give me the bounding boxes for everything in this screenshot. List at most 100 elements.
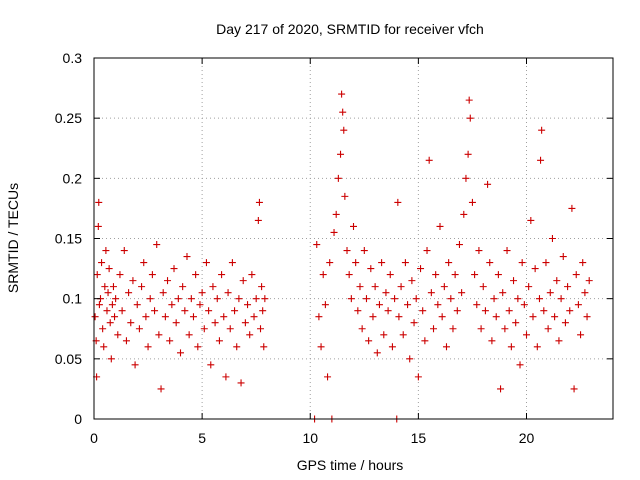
y-tick-label: 0.3 [63,50,83,66]
data-point [233,343,241,351]
data-point [358,325,366,333]
data-point [166,337,174,345]
data-point [423,247,431,255]
y-tick-label: 0.25 [55,110,82,126]
data-point [315,313,323,321]
data-point [101,283,109,291]
data-point [100,343,108,351]
data-point [553,277,561,285]
data-point [453,307,461,315]
data-point [337,150,345,158]
data-point [157,385,165,393]
data-point [164,277,172,285]
data-point [555,337,563,345]
chart-title: Day 217 of 2020, SRMTID for receiver vfc… [216,21,484,37]
data-point [544,325,552,333]
data-point [102,247,110,255]
data-point [153,241,161,249]
data-point [354,307,362,315]
data-point [104,289,112,297]
data-point [260,343,268,351]
data-point [189,313,197,321]
data-point [362,295,370,303]
x-axis-label: GPS time / hours [297,457,404,473]
data-point [520,301,528,309]
data-point [246,331,254,339]
data-point [564,283,572,291]
data-point [410,319,418,327]
data-point [340,126,348,134]
x-tick-label: 15 [411,430,427,446]
data-point [98,259,106,267]
data-point [261,295,269,303]
data-point [148,271,156,279]
data-point [172,319,180,327]
data-point [445,259,453,267]
data-point [440,283,448,291]
data-point [112,295,120,303]
data-point [501,325,509,333]
data-point [574,301,582,309]
data-point [572,271,580,279]
data-point [447,295,455,303]
data-point [436,222,444,230]
data-point [505,307,513,315]
data-point [529,313,537,321]
data-point [339,108,347,116]
y-axis-label: SRMTID / TECUs [5,183,21,293]
data-point [183,253,191,261]
data-point [406,355,414,363]
y-tick-label: 0.05 [55,351,82,367]
data-point [99,325,107,333]
data-point [205,307,213,315]
data-point [161,313,169,321]
y-tick-label: 0.2 [63,170,83,186]
data-point [479,283,487,291]
data-point [525,283,533,291]
data-point [129,277,137,285]
data-point [434,301,442,309]
data-point [360,247,368,255]
data-point [430,325,438,333]
x-tick-label: 0 [90,430,98,446]
data-point [93,271,101,279]
data-point [125,289,133,297]
data-point [527,216,535,224]
data-point [192,271,200,279]
data-point [194,343,202,351]
data-point [258,283,266,291]
data-point [471,271,479,279]
data-point [512,319,520,327]
data-point [338,90,346,98]
data-point [538,126,546,134]
data-point [375,301,383,309]
data-point [477,325,485,333]
data-point [207,361,215,369]
data-point [378,259,386,267]
data-point [350,222,357,230]
data-point [252,295,260,303]
data-point [548,235,556,242]
data-point [391,295,399,303]
data-point [259,307,267,315]
data-point [332,210,340,218]
data-point [356,283,364,291]
x-tick-label: 10 [302,430,318,446]
data-point [382,289,390,297]
data-point [486,259,494,267]
data-point [250,313,258,321]
data-point [484,180,492,188]
data-point [138,283,146,291]
data-point [568,204,576,212]
data-point [427,289,435,297]
data-point [91,313,99,321]
data-point [317,343,325,351]
data-point [419,307,427,315]
data-point [209,283,217,291]
data-point [542,259,550,267]
data-point [257,325,265,333]
data-point [151,307,159,315]
data-point [122,337,130,345]
data-point [179,283,187,291]
data-point [211,319,219,327]
